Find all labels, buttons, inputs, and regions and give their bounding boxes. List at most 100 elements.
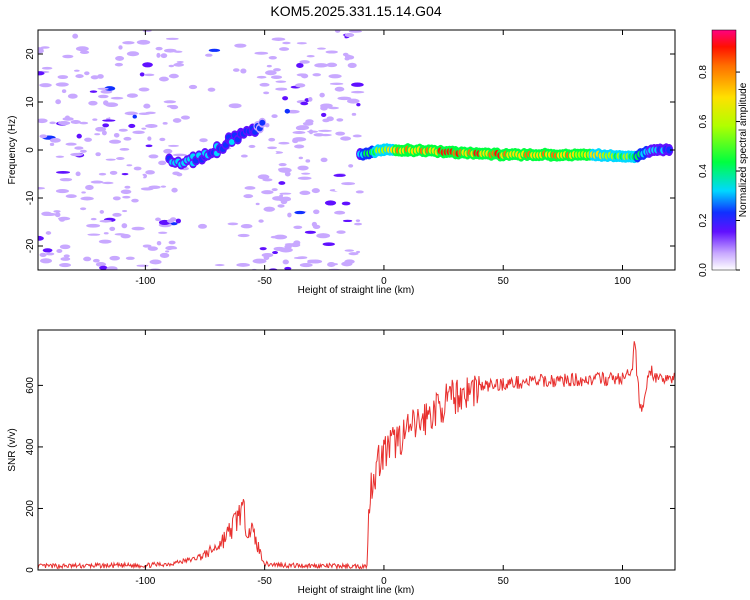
noise-blob: [38, 235, 44, 241]
noise-blob: [119, 147, 130, 151]
noise-blob: [227, 222, 239, 226]
noise-blob: [168, 73, 179, 79]
noise-blob: [252, 258, 267, 264]
snr-xtick-label: -100: [135, 576, 155, 587]
noise-blob: [292, 137, 307, 142]
noise-blob: [147, 170, 155, 174]
noise-blob: [81, 191, 86, 194]
noise-blob: [38, 48, 44, 54]
noise-blob: [351, 112, 357, 116]
noise-blob: [115, 157, 125, 160]
noise-blob: [282, 41, 291, 45]
noise-blob: [85, 184, 94, 191]
noise-blob: [254, 51, 269, 55]
noise-blob: [344, 33, 355, 38]
spectrogram-xtick-label: -50: [257, 276, 272, 287]
noise-blob: [126, 51, 140, 57]
noise-blob: [268, 137, 276, 142]
noise-blob: [131, 198, 139, 203]
noise-blob: [126, 93, 138, 98]
noise-blob: [232, 242, 237, 246]
noise-blob: [320, 157, 328, 163]
noise-blob: [342, 219, 353, 223]
noise-blob: [103, 232, 109, 235]
noise-blob: [118, 128, 128, 132]
noise-blob: [259, 247, 267, 251]
noise-blob: [45, 231, 52, 235]
noise-blob: [275, 87, 288, 91]
noise-blob: [143, 73, 155, 77]
noise-blob: [59, 177, 73, 182]
noise-blob: [147, 246, 158, 251]
noise-blob: [355, 190, 364, 194]
noise-blob: [292, 131, 306, 134]
noise-blob: [348, 164, 354, 168]
colorbar-label: Normalized spectral amplitude: [738, 82, 749, 217]
noise-blob: [124, 111, 138, 116]
noise-blob: [55, 188, 69, 194]
noise-blob: [136, 264, 149, 267]
noise-blob: [106, 266, 118, 270]
noise-blob: [342, 153, 351, 157]
noise-blob: [262, 178, 273, 182]
noise-blob: [80, 207, 87, 211]
noise-blob: [287, 212, 292, 218]
noise-blob: [75, 74, 84, 79]
noise-blob: [278, 141, 290, 145]
noise-blob: [118, 45, 123, 50]
noise-blob: [278, 47, 290, 51]
noise-blob: [40, 258, 52, 264]
noise-blob: [158, 231, 168, 234]
noise-blob: [121, 172, 129, 176]
noise-blob: [65, 194, 77, 199]
noise-blob: [73, 69, 80, 72]
noise-blob: [296, 62, 304, 69]
noise-blob: [108, 139, 122, 144]
noise-blob: [169, 105, 179, 110]
noise-blob: [155, 217, 161, 222]
noise-blob: [278, 247, 293, 253]
noise-blob: [294, 210, 306, 215]
noise-blob: [277, 204, 285, 208]
noise-blob: [75, 46, 89, 52]
noise-blob: [298, 156, 304, 160]
noise-blob: [62, 54, 74, 59]
noise-blob: [142, 62, 153, 68]
noise-blob: [57, 121, 71, 126]
noise-blob: [133, 166, 142, 171]
noise-blob: [305, 159, 311, 163]
noise-blob: [38, 118, 48, 124]
noise-blob: [75, 171, 81, 177]
noise-blob: [132, 130, 145, 134]
noise-blob: [80, 149, 87, 153]
noise-blob: [172, 118, 182, 123]
noise-blob: [312, 224, 321, 230]
noise-blob: [39, 134, 48, 139]
noise-blob: [296, 42, 307, 45]
noise-blob: [272, 196, 284, 201]
noise-blob: [91, 112, 101, 116]
noise-blob: [266, 64, 272, 68]
snr-ytick-label: 400: [25, 438, 36, 455]
noise-blob: [282, 259, 289, 265]
noise-blob: [240, 68, 247, 74]
noise-blob: [248, 144, 256, 149]
noise-blob: [160, 185, 167, 188]
noise-blob: [39, 252, 47, 258]
noise-blob: [328, 74, 342, 79]
noise-blob: [325, 50, 338, 54]
noise-blob: [165, 37, 179, 40]
noise-blob: [319, 92, 325, 98]
noise-blob: [280, 196, 291, 201]
noise-blob: [149, 259, 162, 265]
noise-blob: [99, 210, 105, 214]
noise-blob: [316, 233, 331, 239]
noise-blob: [335, 131, 346, 136]
noise-blob: [99, 219, 112, 223]
spectrogram-ytick-label: -10: [25, 190, 36, 205]
noise-blob: [302, 121, 314, 126]
noise-blob: [322, 242, 335, 246]
noise-blob: [159, 252, 170, 258]
spectrogram-xtick-label: 100: [614, 276, 631, 287]
